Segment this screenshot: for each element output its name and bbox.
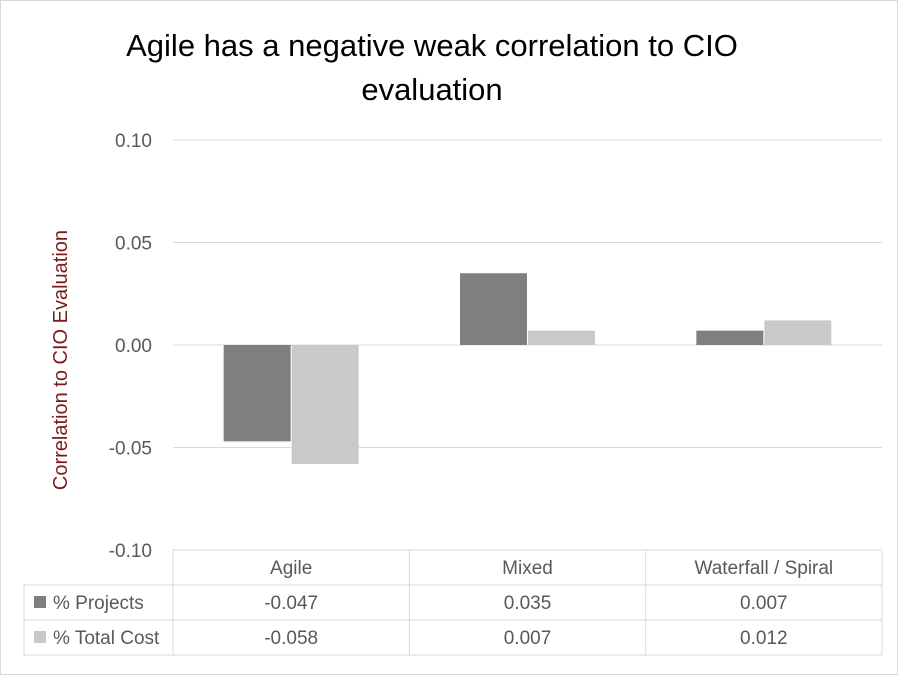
chart-title-line-1: Agile has a negative weak correlation to… bbox=[126, 28, 738, 63]
data-table-value: -0.058 bbox=[264, 628, 318, 649]
bar-total-cost bbox=[291, 345, 359, 464]
x-category-label: Waterfall / Spiral bbox=[694, 558, 833, 579]
y-tick-label: 0.00 bbox=[115, 336, 152, 357]
y-tick-label: -0.10 bbox=[109, 541, 152, 562]
data-table-value: -0.047 bbox=[264, 593, 318, 614]
data-table-value: 0.007 bbox=[740, 593, 788, 614]
chart-title-line-2: evaluation bbox=[361, 72, 503, 107]
bar-projects bbox=[460, 273, 527, 345]
legend-label: % Projects bbox=[53, 593, 144, 614]
y-tick-label: -0.05 bbox=[109, 439, 152, 460]
y-tick-label: 0.10 bbox=[115, 131, 152, 152]
data-table-value: 0.007 bbox=[504, 628, 552, 649]
legend-label: % Total Cost bbox=[53, 628, 160, 649]
data-table-value: 0.012 bbox=[740, 628, 788, 649]
legend-swatch bbox=[34, 631, 46, 643]
y-tick-label: 0.05 bbox=[115, 234, 152, 255]
bar-total-cost bbox=[528, 330, 595, 345]
legend-swatch bbox=[34, 596, 46, 608]
bar-total-cost bbox=[764, 320, 832, 345]
data-table-value: 0.035 bbox=[504, 593, 552, 614]
x-category-label: Agile bbox=[270, 558, 312, 579]
bar-projects bbox=[696, 330, 764, 345]
bar-projects bbox=[223, 345, 291, 442]
x-category-label: Mixed bbox=[502, 558, 553, 579]
